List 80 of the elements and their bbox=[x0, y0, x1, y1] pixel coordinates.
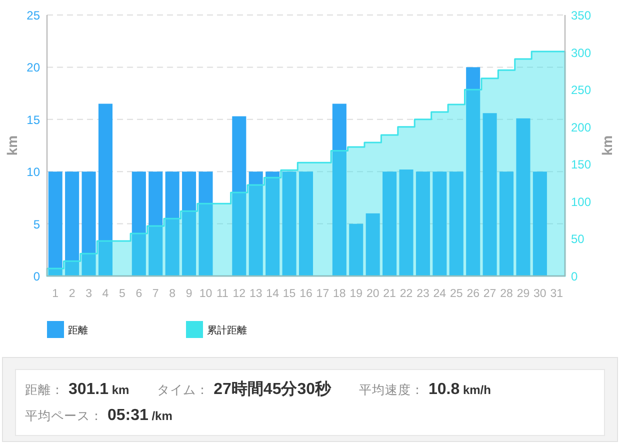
x-tick-label: 8 bbox=[169, 288, 176, 300]
bar bbox=[482, 113, 497, 276]
bar bbox=[416, 172, 430, 276]
y-tick-label: 10 bbox=[26, 165, 40, 180]
y-tick-label: 0 bbox=[33, 270, 40, 284]
bar bbox=[98, 104, 112, 276]
bar bbox=[432, 172, 447, 276]
x-tick-label: 16 bbox=[300, 288, 312, 300]
text: 平均ペース： 05:31 /km bbox=[25, 407, 172, 424]
x-tick-label: 14 bbox=[266, 288, 280, 300]
y-tick-label: 25 bbox=[26, 8, 40, 22]
bar bbox=[500, 172, 514, 276]
bar bbox=[65, 172, 80, 276]
bar bbox=[332, 104, 346, 276]
bar bbox=[82, 172, 96, 276]
y2-tick-label: 50 bbox=[571, 232, 585, 246]
x-tick-label: 2 bbox=[68, 288, 76, 300]
bar bbox=[349, 224, 364, 276]
bar bbox=[516, 118, 530, 276]
bar bbox=[282, 172, 296, 276]
bar bbox=[266, 172, 280, 276]
x-tick-label: 4 bbox=[102, 288, 110, 300]
x-tick-label: 3 bbox=[86, 288, 92, 300]
x-tick-label: 30 bbox=[534, 288, 546, 300]
text: 距離： 301.1 km bbox=[25, 381, 130, 398]
y2-tick-label: 100 bbox=[571, 194, 592, 209]
bar bbox=[198, 172, 213, 276]
bar bbox=[232, 116, 246, 276]
x-tick-label: 26 bbox=[466, 288, 480, 300]
y2-tick-label: 300 bbox=[571, 46, 592, 60]
x-tick-label: 18 bbox=[333, 288, 346, 300]
y2-tick-label: 200 bbox=[571, 120, 592, 134]
bar bbox=[148, 172, 163, 276]
x-tick-label: 9 bbox=[186, 288, 192, 300]
x-tick-label: 28 bbox=[500, 288, 513, 300]
legend-label: 距離 bbox=[68, 324, 88, 336]
bar bbox=[449, 172, 464, 276]
legend-label: 累計距離 bbox=[207, 324, 247, 336]
y2-tick-label: 350 bbox=[571, 8, 592, 22]
x-tick-label: 10 bbox=[199, 288, 212, 300]
x-tick-label: 6 bbox=[136, 288, 142, 300]
text: 平均速度： 10.8 km/h bbox=[359, 381, 491, 398]
x-tick-label: 31 bbox=[550, 288, 564, 300]
y-tick-label: 5 bbox=[33, 217, 40, 232]
x-tick-label: 13 bbox=[249, 288, 262, 300]
x-tick-label: 22 bbox=[400, 288, 413, 300]
x-tick-label: 29 bbox=[516, 288, 530, 300]
x-tick-label: 11 bbox=[216, 288, 228, 300]
y2-tick-label: 0 bbox=[571, 270, 578, 284]
x-tick-label: 21 bbox=[383, 288, 396, 300]
bar bbox=[48, 172, 62, 276]
x-tick-label: 7 bbox=[152, 288, 159, 300]
x-tick-label: 27 bbox=[483, 288, 496, 300]
bar bbox=[466, 67, 480, 276]
x-tick-label: 23 bbox=[416, 288, 430, 300]
y-axis-title: km bbox=[4, 135, 20, 156]
x-tick-label: 17 bbox=[316, 288, 330, 300]
bar bbox=[182, 172, 196, 276]
y-tick-label: 20 bbox=[26, 60, 40, 75]
bar bbox=[132, 172, 146, 276]
bar bbox=[165, 172, 180, 276]
y2-tick-label: 150 bbox=[571, 158, 592, 172]
x-tick-label: 24 bbox=[433, 288, 447, 300]
bar bbox=[366, 213, 380, 276]
x-tick-label: 1 bbox=[52, 288, 59, 300]
x-tick-label: 15 bbox=[282, 288, 296, 300]
y-tick-label: 15 bbox=[26, 112, 40, 127]
y2-tick-label: 250 bbox=[571, 83, 592, 98]
bar bbox=[399, 170, 414, 276]
bar bbox=[248, 172, 263, 276]
x-tick-label: 25 bbox=[450, 288, 463, 300]
bar bbox=[532, 172, 547, 276]
bar bbox=[382, 172, 397, 276]
y2-axis-title: km bbox=[599, 135, 615, 156]
bar bbox=[298, 172, 314, 276]
x-tick-label: 5 bbox=[118, 288, 126, 300]
x-tick-label: 20 bbox=[366, 288, 380, 300]
text: タイム： 27時間45分30秒 bbox=[157, 381, 332, 398]
x-tick-label: 19 bbox=[350, 288, 363, 300]
x-tick-label: 12 bbox=[232, 288, 246, 300]
